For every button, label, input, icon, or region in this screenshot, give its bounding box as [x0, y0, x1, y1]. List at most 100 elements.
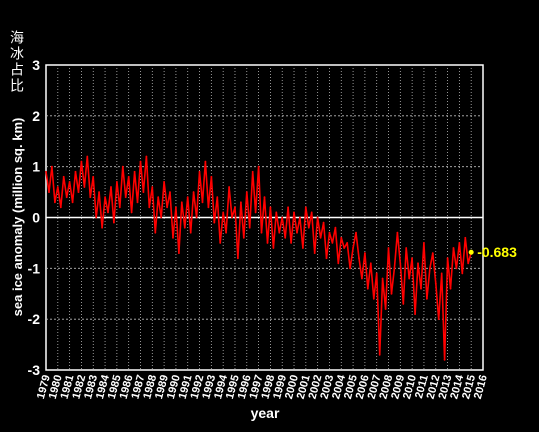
data-point: [417, 262, 419, 265]
data-point: [101, 226, 103, 229]
data-point: [393, 267, 396, 270]
data-point: [278, 231, 281, 234]
data-point: [328, 231, 331, 234]
data-point: [366, 287, 369, 290]
data-point: [54, 201, 56, 204]
data-point: [257, 165, 260, 168]
data-point: [62, 175, 65, 178]
data-point: [89, 196, 92, 199]
data-point: [437, 318, 440, 321]
data-point: [331, 242, 334, 244]
data-point: [172, 236, 174, 239]
data-point: [130, 211, 133, 214]
data-point: [245, 191, 248, 194]
data-point: [319, 236, 322, 239]
data-point: [334, 226, 337, 229]
y-axis-label: sea ice anomaly (million sq. km): [10, 118, 25, 317]
data-point: [80, 160, 83, 163]
data-point: [340, 236, 343, 239]
data-point: [254, 211, 257, 214]
data-point: [116, 181, 118, 183]
data-point: [299, 216, 301, 219]
data-point: [293, 211, 295, 214]
data-point: [390, 292, 393, 295]
data-point: [440, 272, 443, 275]
data-point: [201, 201, 204, 204]
data-point: [272, 247, 275, 249]
data-point: [59, 206, 62, 209]
last-value-label: -0.683: [477, 244, 517, 260]
data-point: [458, 242, 461, 244]
data-point: [414, 313, 416, 315]
data-point: [45, 170, 47, 173]
data-point: [378, 353, 381, 356]
data-point: [68, 181, 71, 183]
data-point: [148, 206, 151, 209]
data-point: [423, 242, 425, 244]
data-point: [225, 231, 228, 234]
data-point: [145, 155, 148, 158]
data-point: [310, 211, 313, 214]
data-point: [237, 257, 239, 260]
data-point: [307, 226, 310, 229]
series-layer: [45, 155, 473, 361]
data-point: [355, 231, 357, 234]
y-tick-label: 0: [32, 210, 40, 226]
data-point: [361, 277, 363, 280]
data-point: [95, 216, 98, 219]
data-point: [372, 297, 375, 300]
data-point: [77, 191, 80, 194]
data-point: [281, 216, 284, 219]
data-point: [290, 242, 292, 244]
data-point: [136, 201, 139, 204]
data-point: [228, 186, 231, 188]
data-point: [219, 242, 222, 244]
data-point: [56, 186, 59, 188]
data-point: [121, 165, 124, 168]
data-point: [231, 216, 233, 219]
x-tick-labels: 1979198019811982198319841985198619871988…: [35, 373, 490, 401]
data-point: [48, 191, 50, 194]
data-point: [124, 196, 127, 199]
data-point: [431, 252, 434, 255]
y-tick-label: 2: [32, 108, 40, 124]
last-value-marker: [468, 249, 474, 255]
data-point: [251, 170, 254, 173]
data-point: [178, 252, 180, 255]
data-point: [207, 206, 210, 209]
data-point: [151, 186, 154, 188]
data-point: [313, 252, 316, 255]
data-point: [142, 191, 145, 194]
data-point: [186, 196, 189, 199]
data-point: [204, 160, 207, 163]
data-point: [71, 201, 74, 204]
data-point: [467, 262, 470, 265]
data-point: [349, 267, 351, 270]
data-point: [443, 358, 446, 361]
data-point: [304, 206, 307, 209]
data-point: [284, 236, 287, 239]
data-point: [160, 216, 163, 219]
y-tick-label: -1: [28, 260, 41, 276]
data-point: [127, 175, 130, 178]
data-point: [408, 277, 411, 280]
data-point: [446, 257, 449, 260]
data-point: [113, 221, 115, 224]
data-point: [133, 170, 136, 173]
data-point: [316, 216, 319, 219]
data-point: [175, 206, 177, 209]
data-point: [399, 262, 402, 265]
data-point: [387, 247, 390, 249]
data-point: [192, 191, 195, 194]
data-point: [104, 196, 106, 199]
y-tick-label: 1: [32, 159, 40, 175]
data-point: [402, 303, 405, 305]
data-point: [166, 206, 169, 209]
data-point: [405, 247, 408, 249]
data-point: [343, 247, 346, 249]
data-point: [346, 242, 349, 244]
data-point: [154, 231, 157, 234]
data-point: [98, 191, 100, 194]
data-point: [302, 247, 304, 249]
data-point: [180, 201, 183, 204]
